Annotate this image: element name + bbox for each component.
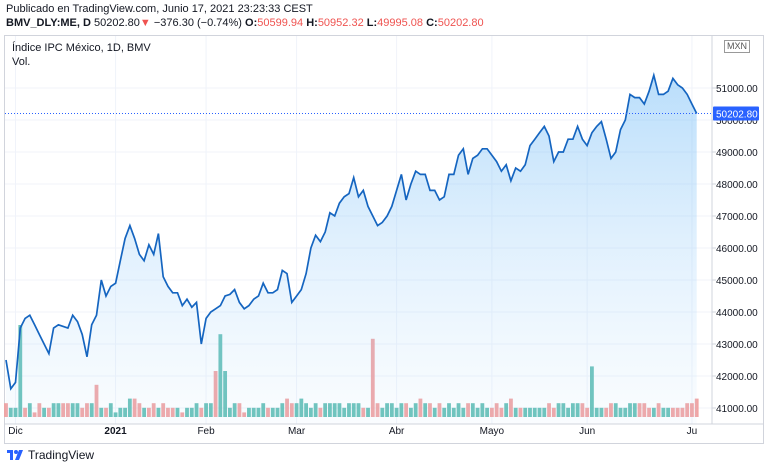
published-caption: Publicado en TradingView.com, Junio 17, … bbox=[6, 3, 313, 15]
price-line bbox=[5, 71, 698, 391]
down-arrow-icon: ▼ bbox=[139, 17, 151, 29]
open-label: O: bbox=[245, 17, 258, 29]
y-tick-label: 47000.00 bbox=[716, 212, 758, 223]
volume-bar bbox=[694, 398, 699, 417]
price-change: −376.30 (−0.74%) bbox=[153, 17, 242, 29]
y-tick-label: 44000.00 bbox=[716, 308, 758, 319]
currency-badge[interactable]: MXN bbox=[724, 40, 750, 53]
y-tick-label: 43000.00 bbox=[716, 340, 758, 351]
x-tick-label: Mayo bbox=[480, 426, 505, 437]
open-value: 50599.94 bbox=[257, 17, 304, 29]
y-tick-label: 48000.00 bbox=[716, 180, 758, 191]
x-tick-label: Jun bbox=[579, 426, 595, 437]
x-tick-label: Feb bbox=[197, 426, 215, 437]
close-value: 50202.80 bbox=[437, 17, 484, 29]
chart-panel[interactable] bbox=[4, 35, 764, 444]
symbol-label[interactable]: BMV_DLY:ME, D bbox=[6, 17, 91, 29]
volume-label: Vol. bbox=[12, 56, 31, 68]
low-label: L: bbox=[366, 17, 378, 29]
y-tick-label: 50000.00 bbox=[716, 116, 758, 127]
x-tick-label: 2021 bbox=[104, 426, 127, 437]
high-label: H: bbox=[306, 17, 318, 29]
y-tick-label: 51000.00 bbox=[716, 84, 758, 95]
chart-title: Índice IPC México, 1D, BMV bbox=[12, 42, 151, 54]
y-tick-label: 41000.00 bbox=[716, 404, 758, 415]
x-tick-label: Abr bbox=[389, 426, 405, 437]
low-value: 49995.08 bbox=[377, 17, 424, 29]
x-tick-label: Mar bbox=[288, 426, 306, 437]
last-price-badge-text: 50202.80 bbox=[716, 110, 758, 121]
x-tick-label: Ju bbox=[687, 426, 698, 437]
price-area-fill bbox=[6, 75, 697, 424]
symbol-ohlc-bar: BMV_DLY:ME, D 50202.80▼ −376.30 (−0.74%)… bbox=[6, 17, 484, 29]
last-price: 50202.80 bbox=[94, 17, 140, 29]
y-tick-label: 49000.00 bbox=[716, 148, 758, 159]
high-value: 50952.32 bbox=[317, 17, 364, 29]
tradingview-logo-icon bbox=[7, 450, 23, 460]
y-tick-label: 42000.00 bbox=[716, 372, 758, 383]
footer-brand[interactable]: TradingView bbox=[6, 448, 94, 462]
close-label: C: bbox=[426, 17, 438, 29]
y-tick-label: 45000.00 bbox=[716, 276, 758, 287]
x-tick-label: Dic bbox=[8, 426, 22, 437]
footer-brand-text: TradingView bbox=[28, 448, 95, 462]
last-price-badge bbox=[713, 106, 759, 121]
y-tick-label: 46000.00 bbox=[716, 244, 758, 255]
